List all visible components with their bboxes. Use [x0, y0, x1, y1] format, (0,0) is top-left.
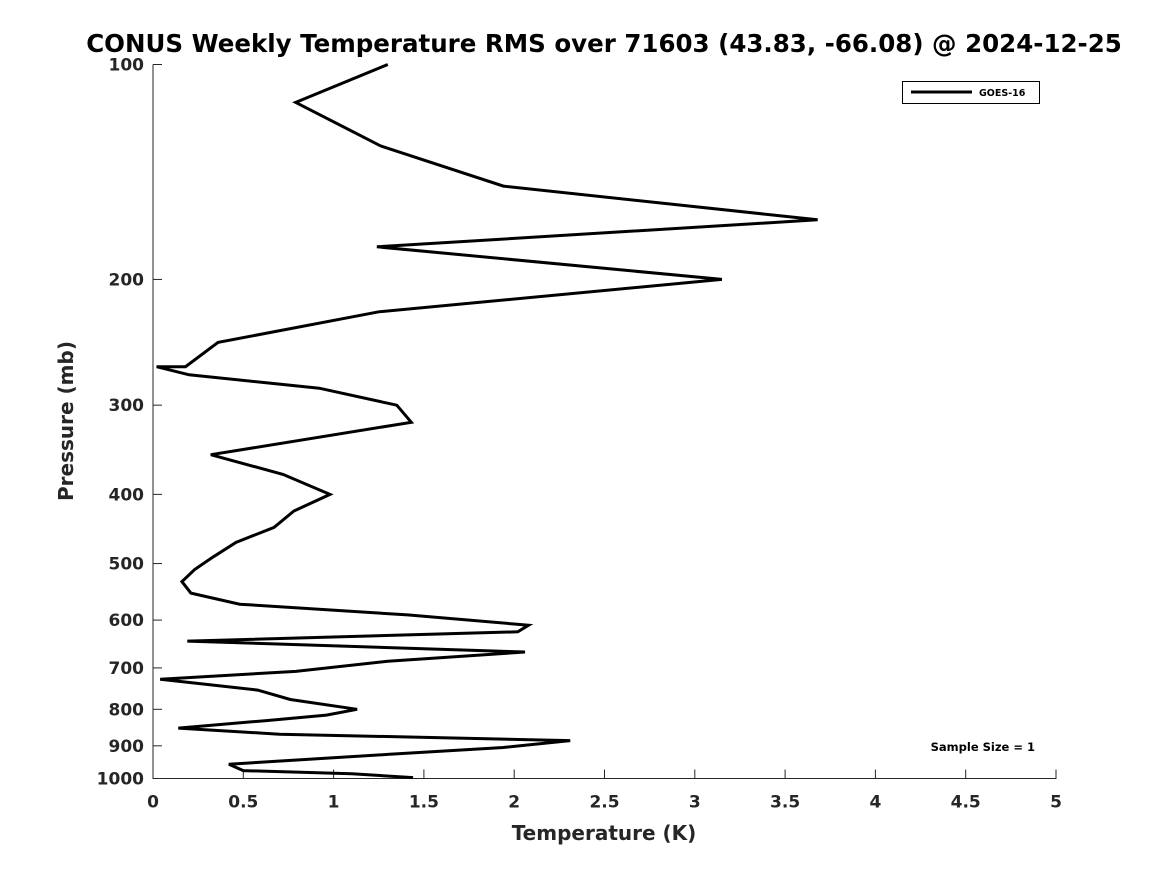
chart-title: CONUS Weekly Temperature RMS over 71603 …	[86, 29, 1122, 58]
y-axis-label: Pressure (mb)	[54, 341, 78, 501]
y-tick-label: 300	[109, 396, 145, 416]
x-tick-label: 1.5	[409, 793, 439, 813]
legend-label-goes-16: GOES-16	[979, 88, 1026, 99]
x-tick-label: 0	[147, 793, 159, 813]
x-tick-label: 5	[1050, 793, 1062, 813]
x-tick-label: 4.5	[951, 793, 981, 813]
y-tick-label: 900	[109, 737, 145, 757]
y-tick-group: 100 200 300 400 500 600 700 800 900 1000	[97, 56, 162, 790]
x-tick-label: 4	[869, 793, 881, 813]
y-tick-label: 800	[109, 700, 145, 720]
y-tick-label: 1000	[97, 770, 144, 790]
x-tick-label: 0.5	[228, 793, 258, 813]
y-tick-label: 200	[109, 270, 145, 290]
sample-size-annotation: Sample Size = 1	[931, 740, 1035, 754]
y-tick-label: 600	[109, 611, 145, 631]
x-tick-label: 1	[328, 793, 340, 813]
x-axis-label: Temperature (K)	[512, 821, 697, 845]
x-tick-label: 2	[508, 793, 520, 813]
x-tick-group: 0 0.5 1 1.5 2 2.5 3 3.5 4 4.5 5	[147, 769, 1062, 813]
x-tick-label: 2.5	[589, 793, 619, 813]
y-tick-label: 500	[109, 555, 145, 575]
y-tick-label: 700	[109, 659, 145, 679]
y-tick-label: 100	[109, 56, 145, 76]
series-line-goes-16	[156, 63, 818, 780]
x-tick-label: 3.5	[770, 793, 800, 813]
y-tick-label: 400	[109, 485, 145, 505]
x-tick-label: 3	[689, 793, 701, 813]
legend: GOES-16	[902, 81, 1040, 104]
